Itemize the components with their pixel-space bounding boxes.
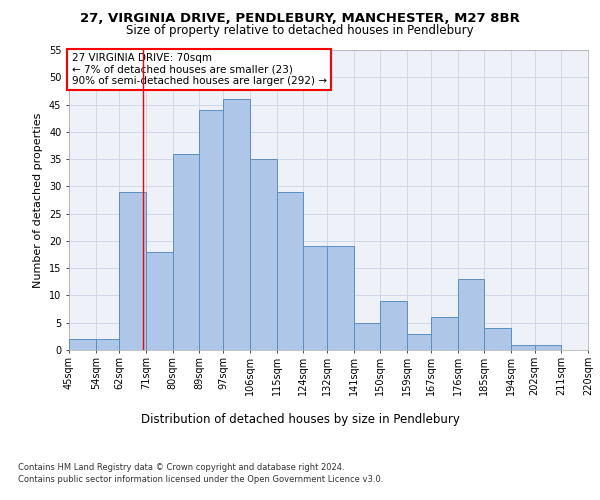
- Text: Contains public sector information licensed under the Open Government Licence v3: Contains public sector information licen…: [18, 475, 383, 484]
- Bar: [535, 344, 562, 350]
- Bar: [146, 252, 173, 350]
- Bar: [484, 328, 511, 350]
- Bar: [223, 99, 250, 350]
- Text: Contains HM Land Registry data © Crown copyright and database right 2024.: Contains HM Land Registry data © Crown c…: [18, 462, 344, 471]
- Bar: [380, 301, 407, 350]
- Bar: [250, 159, 277, 350]
- Text: 27 VIRGINIA DRIVE: 70sqm
← 7% of detached houses are smaller (23)
90% of semi-de: 27 VIRGINIA DRIVE: 70sqm ← 7% of detache…: [71, 53, 326, 86]
- Bar: [95, 339, 119, 350]
- Text: Size of property relative to detached houses in Pendlebury: Size of property relative to detached ho…: [126, 24, 474, 37]
- Bar: [407, 334, 431, 350]
- Text: 27, VIRGINIA DRIVE, PENDLEBURY, MANCHESTER, M27 8BR: 27, VIRGINIA DRIVE, PENDLEBURY, MANCHEST…: [80, 12, 520, 26]
- Bar: [199, 110, 223, 350]
- Bar: [69, 339, 95, 350]
- Text: Distribution of detached houses by size in Pendlebury: Distribution of detached houses by size …: [140, 412, 460, 426]
- Bar: [119, 192, 146, 350]
- Bar: [511, 344, 535, 350]
- Bar: [458, 279, 484, 350]
- Y-axis label: Number of detached properties: Number of detached properties: [34, 112, 43, 288]
- Bar: [354, 322, 380, 350]
- Bar: [431, 318, 458, 350]
- Bar: [173, 154, 199, 350]
- Bar: [327, 246, 354, 350]
- Bar: [303, 246, 327, 350]
- Bar: [277, 192, 303, 350]
